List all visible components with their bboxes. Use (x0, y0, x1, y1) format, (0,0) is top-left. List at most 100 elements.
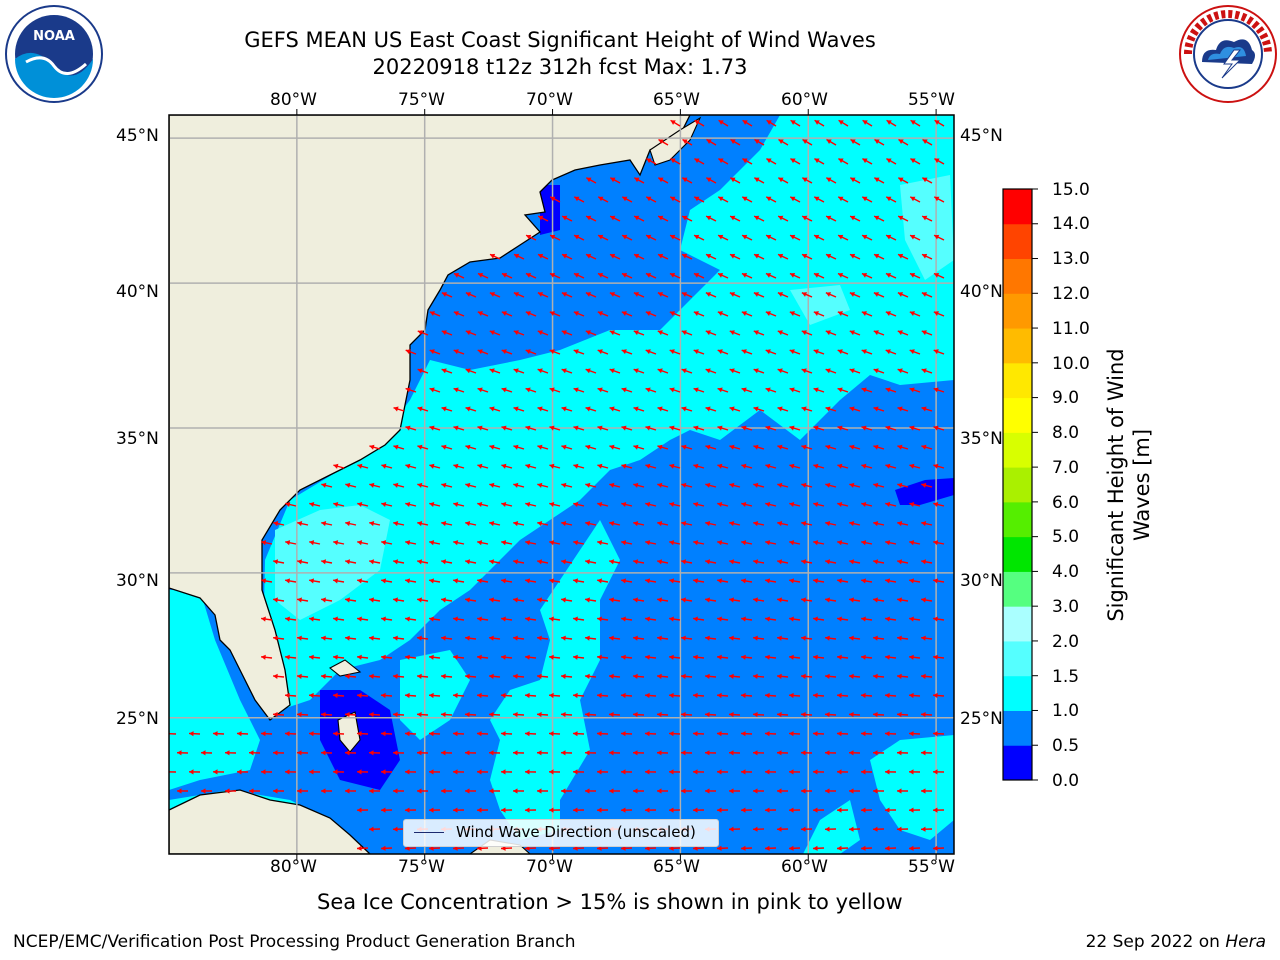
wave-arrow-head (609, 788, 614, 794)
wave-arrow-head (705, 406, 711, 412)
wave-arrow-head (778, 139, 784, 144)
wave-arrow-head (777, 521, 783, 527)
wave-arrow-head (910, 120, 916, 125)
wave-arrow-head (646, 196, 652, 202)
wave-arrow-head (753, 330, 759, 336)
wave-arrow-head (549, 578, 555, 584)
wave-arrow-head (405, 692, 410, 699)
wave-arrow-head (933, 845, 938, 851)
wave-arrow-head (501, 616, 506, 622)
wave-arrow-head (777, 368, 783, 374)
wave-arrow-head (609, 330, 615, 336)
wave-arrow-head (537, 368, 543, 374)
wave-arrow-head (933, 731, 938, 737)
wave-arrow-head (561, 635, 566, 641)
wave-arrow-head (297, 788, 302, 794)
wave-arrow-head (405, 463, 411, 469)
wave-arrow-head (333, 501, 339, 508)
wave-arrow-head (861, 501, 867, 508)
wave-arrow-head (861, 616, 866, 622)
wave-arrow-head (873, 750, 878, 756)
wave-arrow-head (922, 215, 928, 221)
wave-arrow-head (345, 673, 350, 679)
wave-arrow-head (609, 482, 615, 488)
wave-arrow-head (813, 654, 818, 660)
wave-arrow-head (657, 635, 662, 641)
wave-arrow-head (921, 711, 926, 718)
wave-arrow-head (874, 253, 880, 259)
wave-arrow-head (669, 540, 675, 546)
wave-arrow-head (921, 635, 926, 641)
wave-arrow-head (393, 521, 399, 527)
wave-arrow-head (789, 731, 794, 737)
wave-arrow-head (321, 635, 326, 641)
wave-arrow-head (562, 215, 568, 221)
wave-arrow-head (573, 692, 578, 699)
wave-arrow-head (813, 349, 819, 355)
wave-arrow-head (729, 482, 735, 488)
wave-arrow-head (814, 234, 820, 240)
wave-arrow-head (189, 731, 194, 737)
wave-arrow-head (549, 692, 554, 699)
wave-arrow-head (609, 406, 615, 412)
wave-arrow-head (489, 635, 494, 641)
wave-arrow-head (825, 444, 831, 450)
wave-arrow-head (849, 444, 855, 450)
wave-arrow-head (802, 177, 808, 183)
wave-arrow-head (765, 731, 770, 737)
wave-arrow-head (285, 540, 291, 546)
wave-arrow-head (825, 482, 831, 488)
wave-arrow-head (933, 807, 938, 813)
wave-arrow-head (669, 463, 675, 469)
wave-arrow-head (621, 578, 627, 584)
wave-arrow-head (777, 444, 783, 450)
wave-arrow-head (453, 425, 459, 431)
wave-arrow-head (909, 654, 914, 660)
wave-arrow-head (489, 597, 494, 603)
wave-arrow-head (801, 597, 806, 603)
wave-arrow-head (465, 444, 471, 450)
wave-arrow-head (633, 406, 639, 412)
wave-arrow-head (621, 463, 627, 469)
wave-arrow-head (765, 692, 770, 699)
wave-arrow-head (862, 234, 868, 240)
wave-arrow-head (741, 311, 747, 316)
wave-arrow-head (621, 311, 627, 316)
wave-arrow-head (693, 807, 698, 813)
wave-arrow-head (669, 616, 674, 622)
wave-arrow-head (525, 578, 531, 584)
wave-arrow-head (321, 711, 326, 718)
wave-arrow-head (525, 540, 531, 546)
wave-arrow-head (789, 311, 795, 316)
wave-arrow-head (874, 139, 880, 144)
wave-arrow-head (849, 406, 855, 412)
wave-arrow-head (561, 711, 566, 718)
wave-arrow-head (825, 521, 831, 527)
wave-arrow-head (885, 807, 890, 813)
wave-arrow-head (538, 215, 544, 221)
wave-arrow-head (849, 521, 855, 527)
wave-arrow-head (862, 120, 868, 125)
colorbar-tick-9: 9.0 (1052, 388, 1080, 408)
wave-arrow-head (525, 616, 530, 622)
wave-arrow-head (909, 807, 914, 813)
wave-arrow-head (934, 158, 940, 164)
wave-arrow-head (501, 311, 507, 316)
lon-label-top-1: 80°W (270, 90, 317, 110)
colorbar-segment (1003, 710, 1032, 746)
wave-arrow-head (369, 788, 374, 794)
wave-arrow-head (934, 196, 940, 202)
wave-arrow-head (790, 234, 796, 240)
wave-arrow-head (741, 807, 746, 813)
wave-arrow-head (261, 654, 266, 660)
wave-arrow-head (814, 158, 820, 164)
wave-arrow-head (874, 215, 880, 221)
wave-arrow-head (933, 654, 938, 660)
wave-arrow-head (909, 769, 914, 775)
wave-arrow-head (730, 177, 736, 183)
wave-arrow-head (573, 272, 580, 278)
wave-arrow-head (933, 501, 939, 508)
wave-arrow-head (585, 559, 591, 565)
wave-arrow-head (573, 769, 578, 775)
wave-arrow-head (765, 769, 770, 775)
